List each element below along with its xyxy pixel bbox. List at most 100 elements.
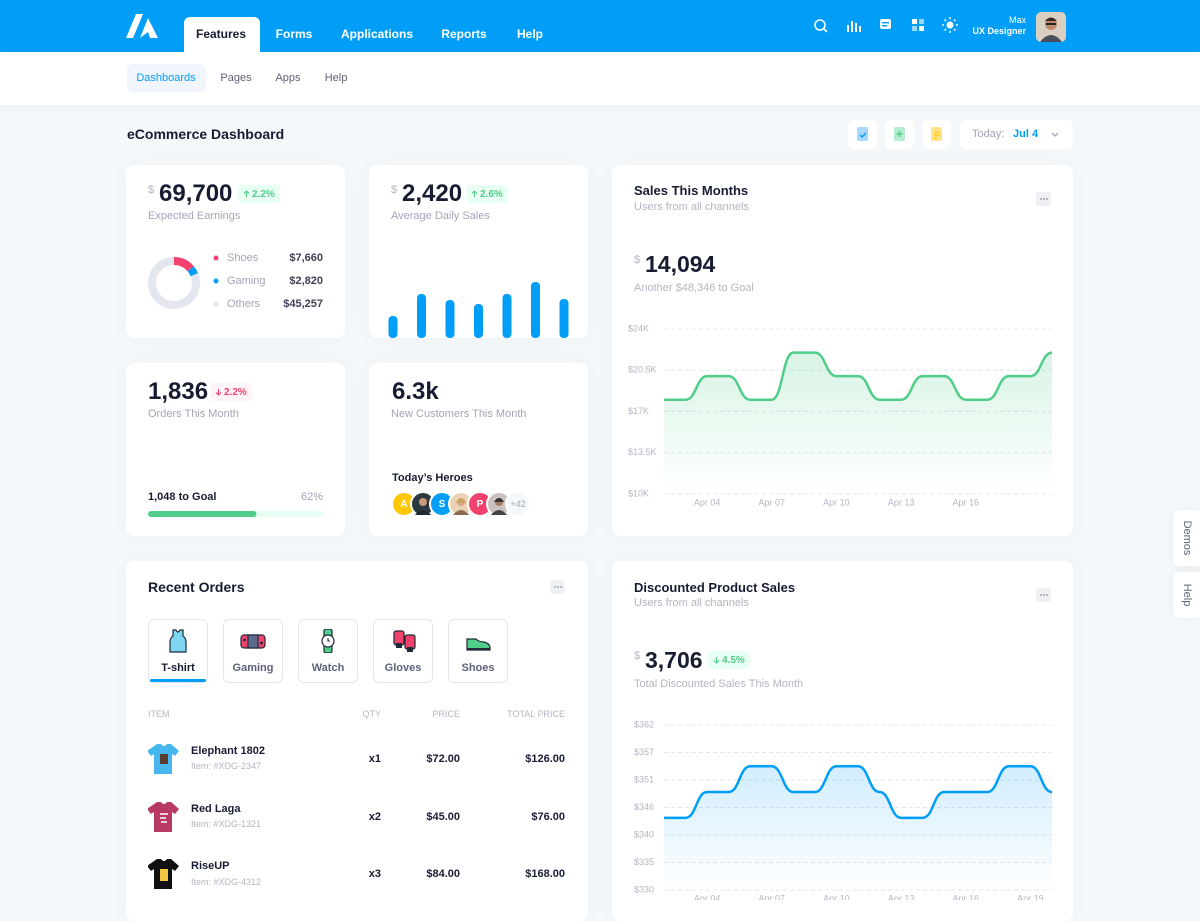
date-picker[interactable]: Today: Jul 4 [960,120,1073,149]
tab-label: Gaming [232,662,274,674]
product-image [148,802,179,832]
card-subtitle: Users from all channels [634,597,749,609]
stats-icon[interactable] [847,21,861,32]
apps-icon[interactable] [912,19,924,31]
category-tab[interactable]: Gloves [373,619,433,683]
more-button[interactable] [550,580,565,594]
category-tab[interactable]: Shoes [448,619,508,683]
nav-item[interactable]: Features [195,27,247,41]
item-code: Item: #XDG-4312 [191,877,262,887]
currency: $ [391,184,398,196]
change: 4.5% [722,654,745,666]
change-badge: 4.5% [708,651,750,669]
change-badge: 2.2% [238,185,280,203]
side-tab[interactable]: Help [1173,572,1200,618]
subnav-item[interactable]: Dashboards [136,72,196,84]
toolbar-button[interactable] [885,120,914,149]
active-tab[interactable] [184,17,260,52]
tab-label: Gloves [384,662,422,674]
discounted-card [612,561,1073,921]
more-button[interactable] [1036,588,1051,602]
nav-item[interactable]: Help [516,27,544,41]
card-label: Total Discounted Sales This Month [634,678,804,690]
item-qty: x1 [368,753,381,765]
user-avatar[interactable] [1036,12,1066,42]
currency: $ [634,650,641,662]
item-name: Red Laga [191,803,241,815]
card-label: Orders This Month [148,408,239,420]
card-label: Average Daily Sales [391,210,490,222]
column-header: TOTAL PRICE [507,709,565,719]
date-label: Today: [972,128,1005,140]
nav-item[interactable]: Applications [340,27,414,41]
tab-indicator [150,679,206,682]
item-price: $84.00 [426,868,460,880]
card-title: Recent Orders [148,579,245,595]
category-tab[interactable]: Watch [298,619,358,683]
card-note: Another $48,346 to Goal [634,282,754,294]
change: 2.2% [252,188,275,200]
earnings-card [126,165,345,338]
amount: 3,706 [645,647,703,673]
hero-more[interactable]: +42 [505,491,531,517]
item-qty: x3 [368,868,381,880]
more-button[interactable] [1036,192,1051,206]
currency: $ [148,184,155,196]
amount: 69,700 [159,180,233,207]
amount: 1,836 [148,378,209,405]
subnav-item[interactable]: Pages [220,72,252,84]
change: 2.2% [224,386,247,398]
theme-icon[interactable] [942,17,958,33]
column-header: PRICE [432,709,460,719]
card-subtitle: Users from all channels [634,201,749,213]
card-label: New Customers This Month [391,408,527,420]
subnav-item[interactable]: Apps [275,72,301,84]
amount: 6.3k [392,378,439,405]
amount: 14,094 [645,251,716,277]
toolbar-button[interactable] [848,120,877,149]
category-tab[interactable]: Gaming [223,619,283,683]
item-price: $72.00 [426,753,460,765]
page-title: eCommerce Dashboard [127,126,285,142]
currency: $ [634,254,641,266]
logo[interactable] [126,14,160,38]
search-icon[interactable] [814,19,828,33]
tab-label: T-shirt [161,662,195,674]
date-value: Jul 4 [1013,128,1039,140]
user-name: Max [1008,15,1026,25]
active-subnav[interactable] [127,64,206,92]
change: 2.6% [480,188,503,200]
side-tab-label: Help [1180,583,1193,607]
change-badge: 2.6% [466,185,508,203]
item-qty: x2 [368,811,381,823]
card-label: Expected Earnings [148,210,241,222]
side-tab-label: Demos [1180,520,1193,556]
nav-item[interactable]: Forms [275,27,313,41]
item-code: Item: #XDG-2347 [191,761,262,771]
header-icons [814,14,958,33]
nav-item[interactable]: Reports [441,27,487,41]
amount: 2,420 [402,180,463,207]
item-name: Elephant 1802 [191,745,265,757]
page: { "header": {"nav": ["Features", "Forms"… [0,0,1200,900]
item-total: $168.00 [525,868,565,880]
chat-icon[interactable] [880,14,891,29]
product-image [148,744,179,774]
heroes-title: Today’s Heroes [392,472,473,484]
item-code: Item: #XDG-1321 [191,819,262,829]
side-tab[interactable]: Demos [1173,510,1200,566]
item-name: RiseUP [191,860,230,872]
change-badge: 2.2% [210,383,252,401]
sales-card [612,165,1073,536]
category-tab[interactable]: T-shirt [148,619,208,683]
tab-label: Shoes [461,662,495,674]
column-header: ITEM [148,709,170,719]
column-header: QTY [362,709,381,719]
toolbar-button[interactable] [922,120,951,149]
item-price: $45.00 [426,811,460,823]
user-role: UX Designer [972,26,1026,36]
card-title: Sales This Months [634,183,749,198]
subnav-item[interactable]: Help [324,72,348,84]
card-title: Discounted Product Sales [634,580,796,595]
goal-label: 1,048 to Goal [148,491,217,503]
